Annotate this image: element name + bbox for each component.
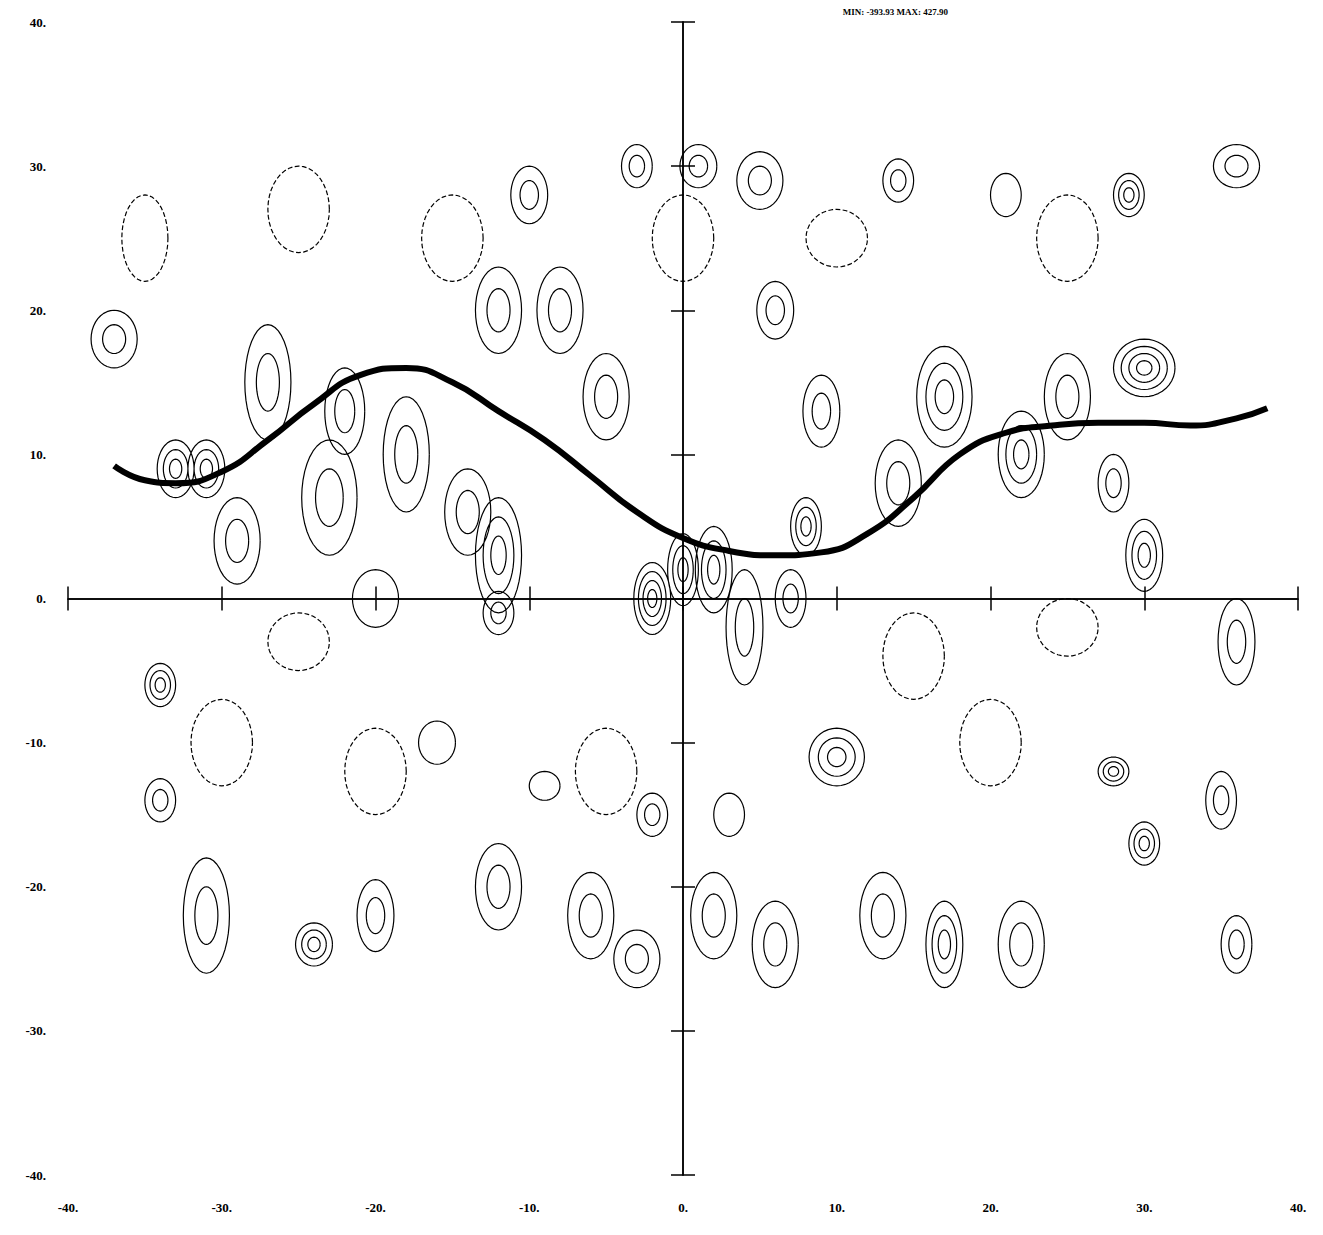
svg-text:40.: 40. (1290, 1200, 1306, 1215)
svg-text:30.: 30. (1136, 1200, 1152, 1215)
svg-text:-20.: -20. (25, 879, 46, 894)
svg-text:-10.: -10. (519, 1200, 540, 1215)
svg-text:0.: 0. (678, 1200, 688, 1215)
svg-text:0.: 0. (36, 591, 46, 606)
svg-text:40.: 40. (30, 15, 46, 30)
svg-text:10.: 10. (30, 447, 46, 462)
svg-text:30.: 30. (30, 159, 46, 174)
svg-text:20.: 20. (30, 303, 46, 318)
svg-text:-30.: -30. (211, 1200, 232, 1215)
svg-text:MIN: -393.93 MAX: 427.90: MIN: -393.93 MAX: 427.90 (843, 7, 949, 17)
svg-text:-10.: -10. (25, 735, 46, 750)
svg-text:-40.: -40. (25, 1168, 46, 1183)
svg-text:-40.: -40. (58, 1200, 79, 1215)
svg-text:20.: 20. (982, 1200, 998, 1215)
svg-text:-30.: -30. (25, 1023, 46, 1038)
svg-text:10.: 10. (829, 1200, 845, 1215)
svg-text:-20.: -20. (365, 1200, 386, 1215)
